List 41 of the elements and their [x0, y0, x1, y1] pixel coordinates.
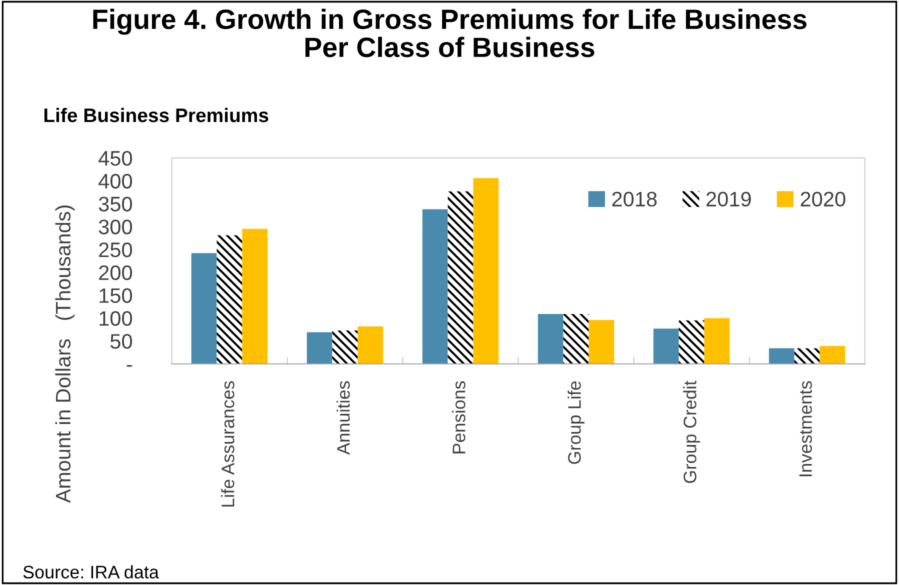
legend-label: 2018 — [612, 192, 657, 207]
bar — [768, 348, 794, 364]
y-tick-label: - — [126, 365, 132, 367]
x-tick-label: Pensions — [452, 381, 466, 454]
bar — [473, 178, 499, 364]
x-tick-label: Investments — [799, 381, 812, 476]
source-note: Source: IRA data — [23, 565, 159, 579]
bar — [538, 314, 564, 364]
bar — [306, 332, 332, 364]
y-axis-title: Amount in Dollars (Thousands) — [55, 205, 75, 503]
x-tick-label: Group Life — [568, 381, 584, 464]
bar — [422, 209, 448, 364]
bar — [358, 326, 384, 364]
bar — [332, 330, 358, 364]
x-tick-label: Life Assurances — [221, 381, 234, 507]
y-tick-label: 100 — [100, 311, 132, 326]
bar — [216, 235, 242, 364]
legend-label: 2019 — [706, 192, 751, 207]
bar — [563, 314, 589, 364]
x-tick-label: Annuities — [336, 381, 350, 455]
chart-subtitle: Life Business Premiums — [44, 108, 268, 122]
y-tick-label: 450 — [98, 150, 132, 166]
y-tick-label: 200 — [99, 265, 132, 280]
bar — [678, 320, 704, 364]
chart-title: Figure 4. Growth in Gross Premiums for Life Business Per Class of Business — [93, 8, 806, 58]
bar — [653, 328, 679, 364]
y-tick-label: 50 — [110, 334, 132, 349]
bar — [242, 228, 268, 364]
y-tick-label: 400 — [98, 174, 132, 189]
bar — [448, 191, 474, 364]
y-tick-label: 350 — [98, 196, 132, 212]
bar — [704, 318, 730, 364]
bar — [794, 348, 820, 364]
y-tick-label: 300 — [98, 220, 132, 234]
y-tick-label: 150 — [100, 288, 132, 303]
x-tick-label: Group Credit — [683, 380, 700, 483]
bar — [588, 320, 614, 364]
bar — [191, 253, 217, 364]
y-tick-label: 250 — [99, 242, 132, 258]
bar — [820, 346, 846, 364]
legend-label: 2020 — [800, 192, 846, 207]
